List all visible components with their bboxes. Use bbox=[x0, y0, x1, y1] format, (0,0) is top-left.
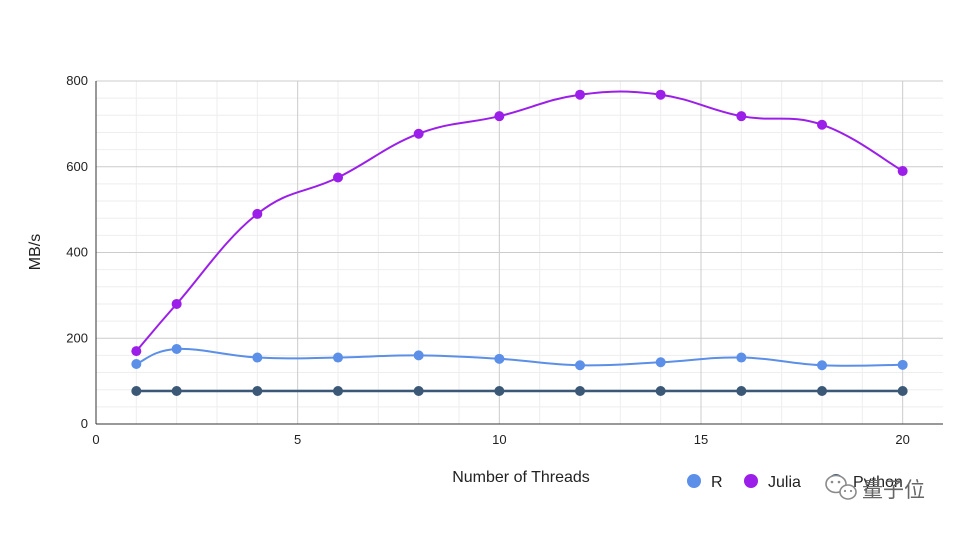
data-point-julia[interactable] bbox=[817, 119, 827, 130]
labels-layer: 0 200 400 600 800 0 5 10 15 20 bbox=[66, 73, 910, 447]
data-point-python[interactable] bbox=[131, 385, 142, 396]
grid-layer bbox=[96, 80, 943, 424]
series-julia bbox=[131, 89, 908, 357]
data-point-r[interactable] bbox=[736, 352, 747, 363]
data-point-python[interactable] bbox=[655, 385, 666, 396]
data-point-python[interactable] bbox=[817, 385, 827, 396]
data-point-r[interactable] bbox=[817, 360, 827, 371]
data-point-julia[interactable] bbox=[131, 346, 142, 357]
data-point-python[interactable] bbox=[575, 385, 585, 396]
legend-item-r[interactable]: R bbox=[687, 474, 723, 491]
data-point-python[interactable] bbox=[736, 385, 747, 396]
series-layer bbox=[131, 89, 908, 396]
data-point-python[interactable] bbox=[252, 385, 263, 396]
data-point-r[interactable] bbox=[171, 343, 182, 354]
data-point-julia[interactable] bbox=[171, 298, 182, 309]
legend-label-r: R bbox=[711, 474, 723, 491]
x-tick-label: 10 bbox=[492, 432, 506, 447]
x-tick-label: 20 bbox=[895, 432, 909, 447]
data-point-r[interactable] bbox=[494, 353, 505, 364]
data-point-r[interactable] bbox=[655, 357, 666, 368]
legend-item-julia[interactable]: Julia bbox=[744, 474, 801, 491]
data-point-r[interactable] bbox=[575, 360, 585, 371]
legend-label-julia: Julia bbox=[768, 474, 801, 491]
y-tick-label: 0 bbox=[81, 416, 88, 431]
data-point-python[interactable] bbox=[494, 385, 505, 396]
wechat-icon bbox=[825, 474, 857, 500]
y-tick-label: 200 bbox=[66, 330, 88, 345]
data-point-r[interactable] bbox=[252, 352, 263, 363]
x-tick-label: 5 bbox=[294, 432, 301, 447]
data-point-julia[interactable] bbox=[252, 208, 263, 219]
data-point-julia[interactable] bbox=[333, 172, 343, 183]
data-point-r[interactable] bbox=[413, 350, 424, 361]
data-point-r[interactable] bbox=[897, 359, 908, 370]
data-point-julia[interactable] bbox=[413, 128, 424, 139]
y-tick-label: 400 bbox=[66, 245, 88, 260]
data-point-r[interactable] bbox=[333, 352, 343, 363]
legend-marker-r bbox=[687, 474, 701, 488]
axes-layer bbox=[95, 81, 943, 425]
data-point-julia[interactable] bbox=[494, 111, 505, 122]
watermark: 量子位 bbox=[825, 474, 925, 502]
x-tick-label: 15 bbox=[694, 432, 708, 447]
series-line-julia bbox=[135, 90, 904, 352]
data-point-python[interactable] bbox=[413, 385, 424, 396]
series-python bbox=[131, 385, 908, 396]
data-point-python[interactable] bbox=[897, 385, 908, 396]
data-point-julia[interactable] bbox=[736, 111, 747, 122]
legend-marker-julia bbox=[744, 474, 758, 488]
data-point-julia[interactable] bbox=[897, 166, 908, 177]
y-axis-title: MB/s bbox=[27, 234, 44, 270]
series-r bbox=[131, 343, 908, 371]
legend: R Julia Python bbox=[687, 474, 903, 491]
x-tick-label: 0 bbox=[92, 432, 99, 447]
y-tick-label: 600 bbox=[66, 159, 88, 174]
data-point-r[interactable] bbox=[131, 358, 142, 369]
watermark-text: 量子位 bbox=[862, 479, 925, 502]
y-tick-label: 800 bbox=[66, 73, 88, 88]
data-point-julia[interactable] bbox=[575, 89, 585, 100]
data-point-python[interactable] bbox=[333, 385, 343, 396]
x-axis-title: Number of Threads bbox=[452, 469, 590, 486]
data-point-python[interactable] bbox=[171, 385, 182, 396]
series-line-r bbox=[135, 347, 903, 367]
data-point-julia[interactable] bbox=[655, 89, 666, 100]
legend-label-python: Python bbox=[853, 474, 903, 491]
